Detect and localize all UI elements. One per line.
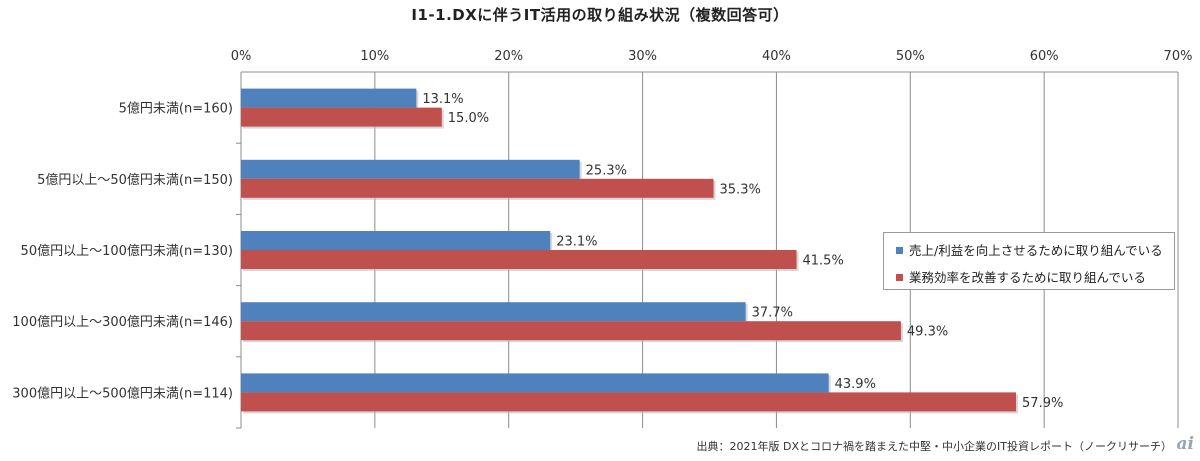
publisher-logo: ai	[1176, 434, 1194, 454]
category-label: 5億円以上～50億円未満(n=150)	[37, 172, 233, 188]
x-tick-label: 40%	[762, 49, 791, 64]
category-label: 5億円未満(n=160)	[119, 101, 233, 117]
legend-item-efficiency: 業務効率を改善するために取り組んでいる	[896, 267, 1146, 286]
data-label: 35.3%	[720, 182, 761, 197]
legend-label-sales: 売上/利益を向上させるために取り組んでいる	[909, 243, 1163, 258]
bar-efficiency	[241, 392, 1017, 412]
bar-efficiency	[241, 321, 901, 341]
bar-sales	[241, 302, 746, 322]
data-label: 41.5%	[803, 254, 844, 269]
x-tick-label: 50%	[896, 49, 925, 64]
data-label: 43.9%	[835, 377, 876, 392]
bar-efficiency	[241, 107, 442, 127]
bar-efficiency	[241, 178, 714, 198]
data-label: 13.1%	[422, 92, 463, 107]
x-tick-label: 60%	[1030, 49, 1059, 64]
bar-sales	[241, 373, 829, 393]
chart-title: I1-1.DXに伴うIT活用の取り組み状況（複数回答可）	[411, 6, 789, 24]
bar-sales	[241, 231, 551, 250]
category-label: 100億円以上～300億円未満(n=146)	[12, 314, 233, 330]
data-label: 25.3%	[586, 163, 627, 178]
legend-item-sales: 売上/利益を向上させるために取り組んでいる	[896, 240, 1163, 259]
data-label: 49.3%	[907, 325, 948, 340]
x-tick-label: 10%	[360, 49, 389, 64]
bar-efficiency	[241, 250, 797, 269]
category-label: 300億円以上～500億円未満(n=114)	[12, 385, 233, 401]
data-label: 15.0%	[448, 111, 489, 126]
source-note: 出典：2021年版 DXとコロナ禍を踏まえた中堅・中小企業のIT投資レポート（ノ…	[696, 440, 1172, 453]
legend-label-efficiency: 業務効率を改善するために取り組んでいる	[909, 270, 1146, 285]
legend: 売上/利益を向上させるために取り組んでいる 業務効率を改善するために取り組んでい…	[883, 232, 1175, 290]
data-label: 57.9%	[1022, 396, 1063, 411]
data-label: 23.1%	[556, 235, 597, 250]
category-label: 50億円以上～100億円未満(n=130)	[21, 243, 233, 259]
bar-sales	[241, 88, 417, 108]
x-tick-label: 20%	[494, 49, 523, 64]
legend-swatch-sales	[896, 247, 903, 254]
x-tick-label: 70%	[1164, 49, 1193, 64]
x-tick-label: 30%	[628, 49, 657, 64]
legend-swatch-efficiency	[896, 274, 903, 281]
bar-sales	[241, 159, 580, 179]
x-tick-label: 0%	[231, 49, 252, 64]
data-label: 37.7%	[752, 306, 793, 321]
